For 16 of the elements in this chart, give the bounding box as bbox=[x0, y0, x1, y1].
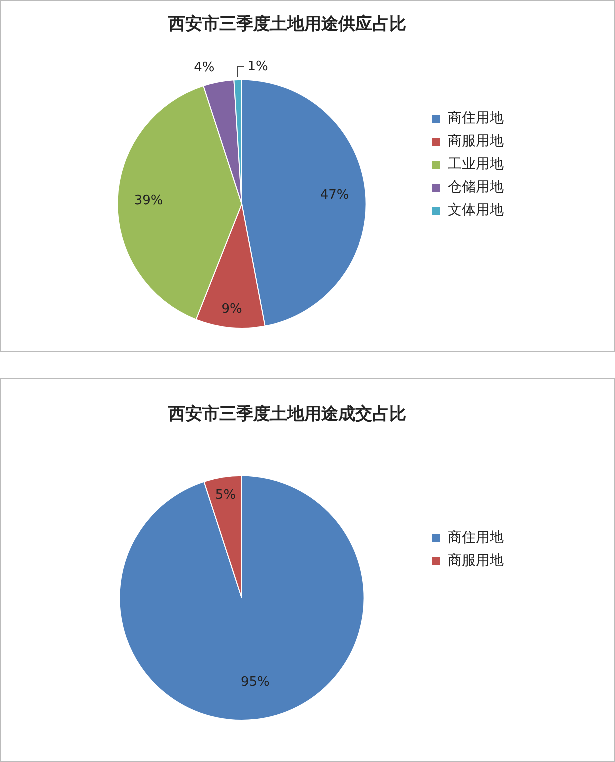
legend-label: 商住用地 bbox=[448, 110, 504, 127]
data-label: 39% bbox=[134, 194, 164, 209]
data-label: 5% bbox=[215, 488, 236, 503]
data-label: 9% bbox=[222, 302, 242, 317]
data-label: 47% bbox=[320, 188, 350, 203]
chart-title: 西安市三季度土地用途供应占比 bbox=[168, 14, 406, 35]
data-label: 95% bbox=[240, 675, 270, 690]
data-label: 1% bbox=[248, 59, 268, 74]
legend-label: 商住用地 bbox=[448, 530, 504, 546]
legend-label: 工业用地 bbox=[448, 156, 504, 173]
legend-label: 文体用地 bbox=[448, 202, 504, 219]
legend-label: 商服用地 bbox=[448, 134, 504, 150]
chart-title: 西安市三季度土地用途成交占比 bbox=[168, 404, 406, 425]
legend-label: 仓储用地 bbox=[448, 180, 504, 196]
data-label: 4% bbox=[194, 60, 215, 76]
legend-label: 商服用地 bbox=[448, 553, 504, 570]
